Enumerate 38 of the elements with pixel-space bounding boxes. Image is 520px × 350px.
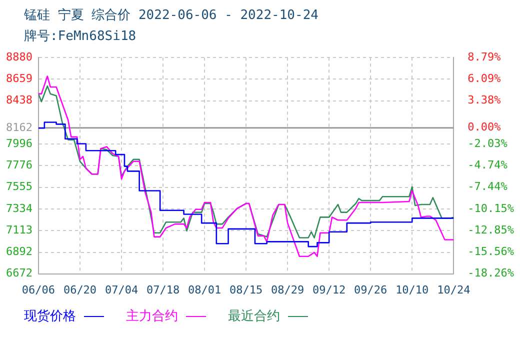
y2-tick-label: 8.79% — [468, 50, 502, 64]
x-tick-label: 08/01 — [188, 283, 222, 296]
x-tick-label: 09/26 — [354, 283, 388, 296]
y2-tick-label: -12.85% — [468, 223, 514, 236]
y2-tick-label: -18.26% — [468, 266, 514, 280]
y2-tick-label: 0.00% — [468, 120, 502, 134]
y-tick-label: 6892 — [6, 245, 32, 258]
y-tick-label: 6672 — [6, 266, 32, 280]
y2-tick-label: 6.09% — [468, 72, 502, 86]
x-tick-label: 06/06 — [22, 283, 56, 296]
x-tick-label: 06/20 — [63, 283, 97, 296]
y-tick-label: 8438 — [6, 94, 32, 107]
x-tick-label: 09/12 — [312, 283, 346, 296]
y2-tick-label: -15.56% — [468, 245, 514, 258]
y-tick-label: 7555 — [6, 180, 32, 194]
x-tick-label: 08/15 — [230, 283, 263, 296]
y-tick-label: 8880 — [6, 50, 32, 64]
legend-label: 现货价格 — [24, 308, 76, 325]
legend-label: 最近合约 — [228, 308, 280, 325]
chart-title: 锰硅 宁夏 综合价 2022-06-06 - 2022-10-24 — [23, 7, 320, 24]
x-tick-label: 10/24 — [437, 283, 471, 296]
x-tick-label: 07/18 — [146, 283, 180, 296]
y2-tick-label: -10.15% — [468, 202, 514, 215]
legend-label: 主力合约 — [126, 308, 178, 325]
x-tick-label: 08/29 — [271, 283, 304, 296]
x-tick-label: 07/04 — [104, 283, 138, 296]
y-tick-label: 7996 — [6, 137, 32, 150]
y-tick-label: 7334 — [6, 202, 33, 215]
y-tick-label: 8162 — [6, 120, 32, 134]
x-tick-label: 10/10 — [396, 283, 429, 296]
y2-tick-label: -7.44% — [468, 180, 508, 194]
y-tick-label: 8659 — [6, 72, 32, 86]
chart-subtitle: 牌号:FeMn68Si18 — [23, 28, 138, 45]
y-tick-label: 7113 — [6, 223, 32, 236]
y-tick-label: 7776 — [6, 158, 32, 172]
y2-tick-label: -4.74% — [468, 158, 508, 172]
y2-tick-label: -2.03% — [468, 136, 508, 150]
y2-tick-label: 3.38% — [468, 94, 502, 107]
